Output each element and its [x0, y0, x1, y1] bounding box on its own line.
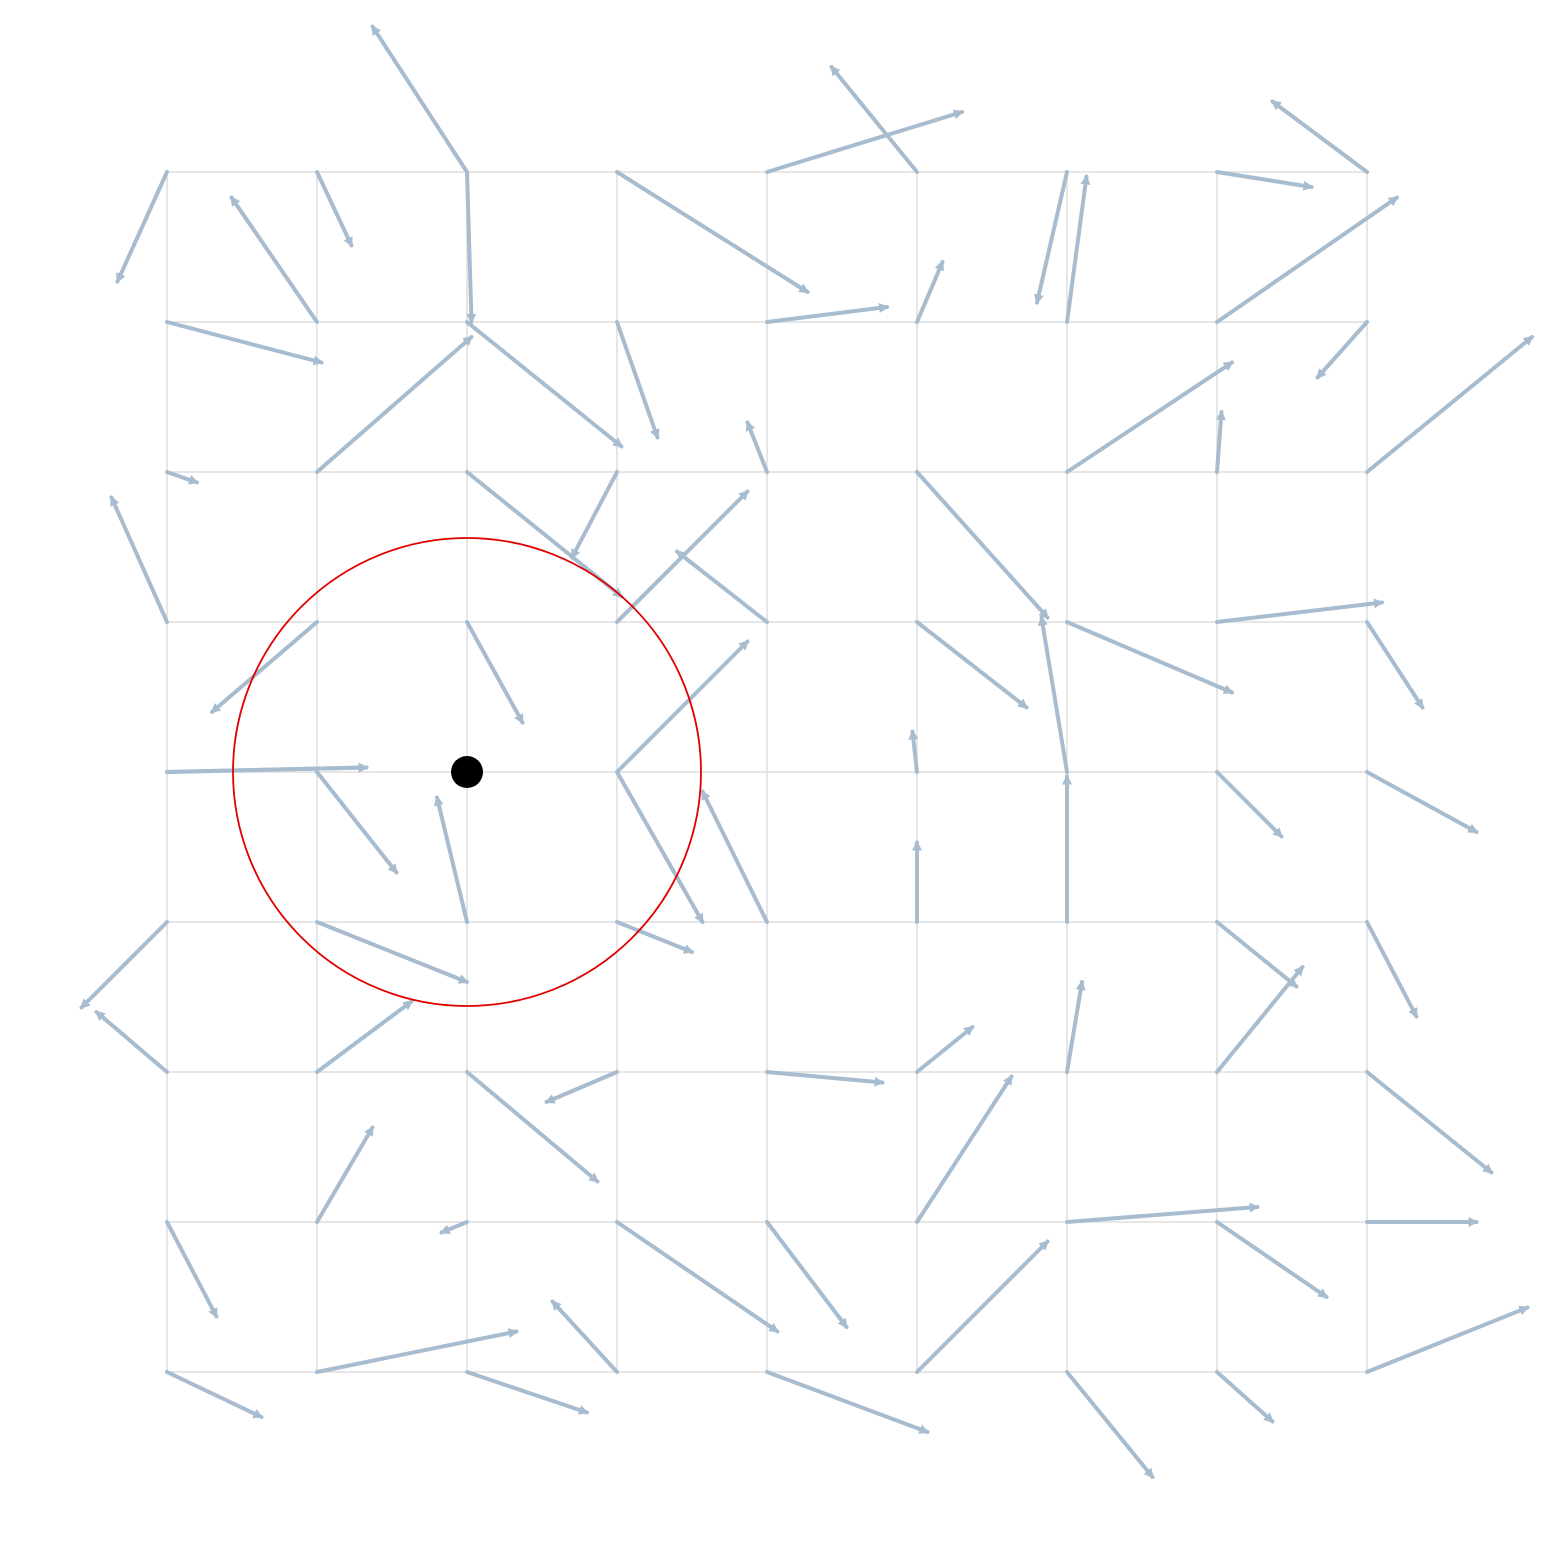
vector-arrow	[315, 170, 354, 248]
vector-arrow	[1065, 360, 1234, 474]
vector-arrow	[1065, 980, 1086, 1074]
vector-arrow	[1215, 195, 1399, 324]
vector-arrow	[1065, 174, 1091, 324]
vector-arrow	[165, 1220, 219, 1319]
vector-arrow	[1215, 920, 1299, 989]
vector-arrow	[210, 620, 319, 714]
vector-arrow	[315, 770, 399, 875]
vector-arrow	[1215, 410, 1226, 474]
vector-arrow	[1315, 320, 1369, 380]
vector-arrow	[1215, 1370, 1275, 1424]
vector-arrow	[229, 195, 319, 324]
vector-arrow	[615, 170, 810, 294]
vector-arrow	[615, 320, 660, 440]
vector-arrow	[109, 495, 169, 624]
vector-arrow	[165, 1370, 264, 1419]
vector-arrow	[465, 620, 525, 725]
vector-arrow	[465, 1370, 589, 1415]
vector-arrow	[465, 170, 477, 324]
neighborhood-circle	[232, 537, 702, 1007]
vector-arrow	[1065, 1202, 1260, 1224]
vector-arrow	[1215, 965, 1305, 1074]
vector-arrow	[315, 999, 414, 1074]
vector-arrow	[1365, 1070, 1494, 1175]
vector-arrow	[675, 549, 769, 624]
vector-arrows	[79, 24, 1534, 1479]
vector-arrow	[315, 1125, 375, 1224]
vector-arrow	[1037, 615, 1069, 774]
vector-arrow	[115, 170, 169, 284]
vector-arrow	[315, 920, 469, 984]
vector-arrow	[1215, 1220, 1329, 1299]
vector-arrow	[544, 1070, 619, 1104]
vector-arrow	[465, 320, 624, 449]
vector-arrow	[765, 1370, 930, 1434]
vector-arrow	[1365, 335, 1534, 474]
vector-arrow	[1215, 770, 1284, 839]
vector-arrow	[915, 1074, 1014, 1224]
vector-arrow	[765, 1070, 885, 1087]
query-point	[451, 756, 483, 788]
vector-arrow	[165, 470, 199, 485]
vector-arrow	[615, 920, 694, 954]
vector-arrow	[615, 770, 705, 924]
vector-arrow	[1065, 620, 1234, 695]
vector-arrow	[700, 789, 769, 924]
vector-arrow	[79, 920, 169, 1010]
vector-arrow	[1365, 770, 1479, 834]
vector-arrow	[1215, 598, 1384, 624]
vector-arrow	[1365, 620, 1425, 710]
vector-arrow	[370, 24, 469, 174]
vector-arrow	[615, 1220, 780, 1334]
vector-arrow	[1365, 1305, 1530, 1374]
vector-arrow	[765, 303, 889, 324]
vector-arrow	[1270, 99, 1369, 174]
vector-arrow	[315, 335, 474, 474]
vector-arrow	[94, 1010, 169, 1074]
vector-arrow	[615, 639, 750, 774]
vector-arrow	[1033, 170, 1069, 305]
vector-arrow	[439, 1220, 469, 1235]
vector-arrow	[745, 420, 769, 474]
vector-arrow	[915, 1025, 975, 1074]
vector-arrow	[315, 1328, 519, 1374]
vector-arrow	[1365, 920, 1419, 1019]
vector-arrow	[765, 109, 964, 174]
vector-arrow	[550, 1299, 619, 1374]
vector-arrow	[915, 1239, 1050, 1374]
vector-arrow	[1065, 1370, 1155, 1479]
vector-arrow	[434, 795, 469, 924]
vector-arrow	[915, 470, 1050, 620]
overlay	[232, 537, 702, 1007]
vector-arrow	[915, 260, 945, 324]
vector-arrow	[165, 320, 324, 366]
vector-arrow	[915, 620, 1029, 710]
vector-arrow	[829, 65, 919, 174]
vector-arrow	[1215, 170, 1314, 191]
grid	[166, 171, 1368, 1373]
vector-arrow	[765, 1220, 849, 1329]
vector-arrow	[570, 470, 619, 560]
vector-arrow	[165, 762, 369, 774]
vector-arrow	[465, 1070, 600, 1184]
vector-arrow	[908, 729, 919, 774]
